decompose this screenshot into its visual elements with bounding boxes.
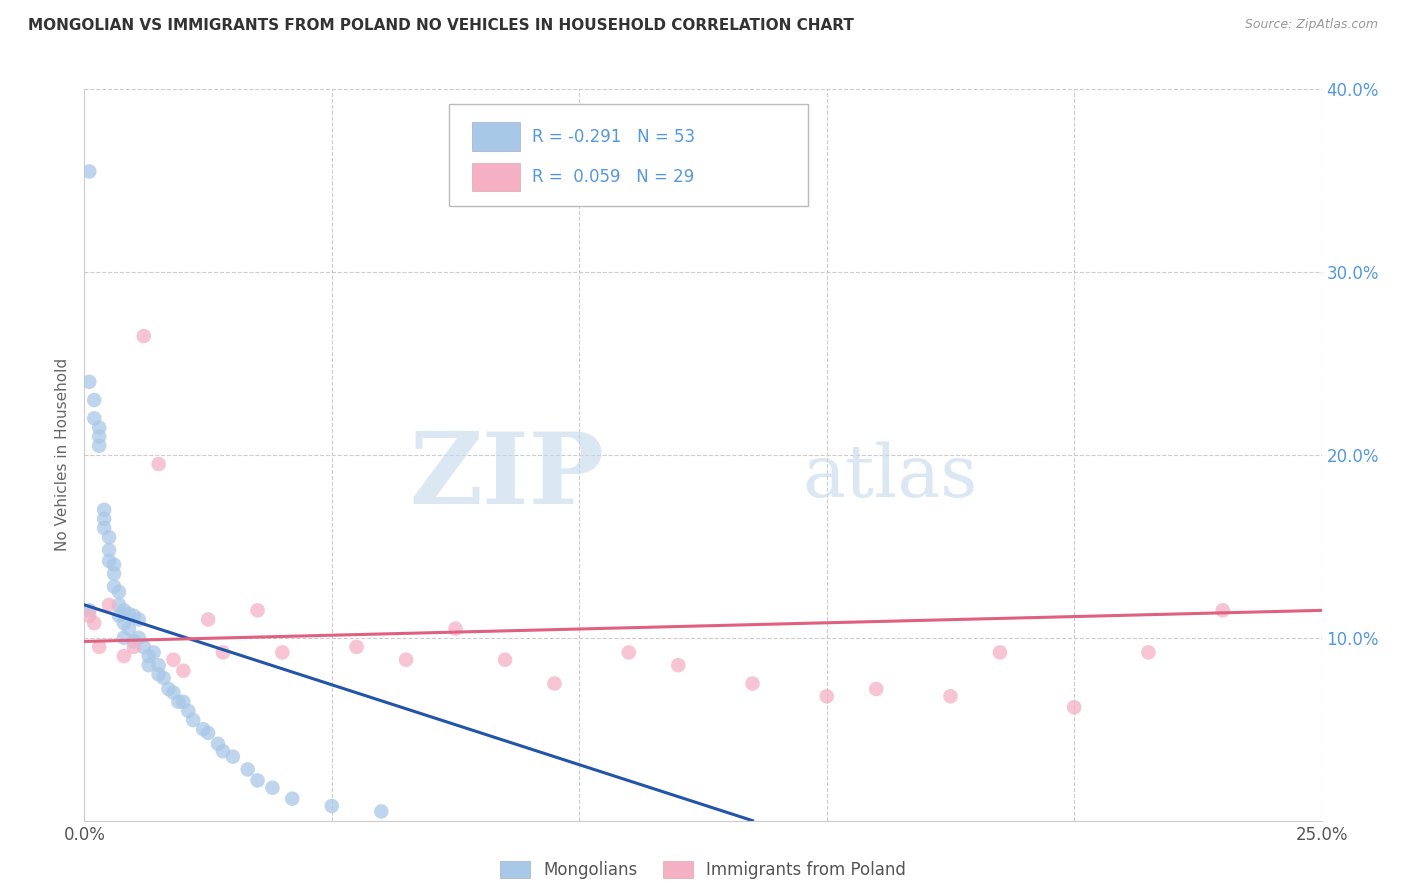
Point [83,392,105,407]
Point [222,749,245,764]
Point [138,649,160,664]
Point [167,695,190,709]
Point [112,616,135,631]
Point [617,645,640,659]
Point [543,676,565,690]
Point [138,658,160,673]
Point [98,554,121,568]
Point [988,645,1011,659]
Point [197,726,219,740]
Point [262,780,284,795]
Text: R = -0.291   N = 53: R = -0.291 N = 53 [533,128,696,145]
Point [89,439,111,453]
Point [108,598,131,612]
Point [112,603,135,617]
Point [108,608,131,623]
Point [132,640,155,654]
Point [132,329,155,343]
Point [246,603,269,617]
Point [370,805,392,819]
Point [122,640,145,654]
Point [128,613,150,627]
Point [98,598,121,612]
Point [103,566,125,581]
Point [666,658,689,673]
Point [103,558,125,572]
Point [83,616,105,631]
Point [93,512,115,526]
Point [162,685,184,699]
Point [98,530,121,544]
Point [89,420,111,434]
Point [83,411,105,425]
Point [103,580,125,594]
Point [271,645,294,659]
Point [152,671,174,685]
Point [444,622,467,636]
Point [281,791,304,805]
Point [108,585,131,599]
Point [815,690,838,704]
Point [157,681,180,696]
Point [395,653,418,667]
Point [142,645,165,659]
Point [79,164,101,178]
Text: atlas: atlas [801,442,977,512]
Point [246,773,269,788]
Point [162,653,184,667]
Point [212,645,235,659]
Text: MONGOLIAN VS IMMIGRANTS FROM POLAND NO VEHICLES IN HOUSEHOLD CORRELATION CHART: MONGOLIAN VS IMMIGRANTS FROM POLAND NO V… [28,18,853,33]
Point [865,681,887,696]
Point [148,667,170,681]
Point [79,603,101,617]
Text: Source: ZipAtlas.com: Source: ZipAtlas.com [1244,18,1378,31]
Point [118,622,141,636]
Point [89,430,111,444]
Point [93,502,115,516]
Text: R =  0.059   N = 29: R = 0.059 N = 29 [533,168,695,186]
Point [79,608,101,623]
Point [98,543,121,558]
Point [148,457,170,471]
Point [181,713,204,727]
Point [197,613,219,627]
Point [112,631,135,645]
Point [177,704,200,718]
Text: ZIP: ZIP [409,428,605,525]
Point [321,799,343,814]
Point [1212,603,1234,617]
Legend: Mongolians, Immigrants from Poland: Mongolians, Immigrants from Poland [494,854,912,886]
Point [741,676,763,690]
Point [236,763,259,777]
Point [207,737,229,751]
Y-axis label: No Vehicles in Household: No Vehicles in Household [55,359,70,551]
Point [494,653,516,667]
Point [1063,700,1085,714]
Point [148,658,170,673]
Point [172,664,194,678]
Point [93,521,115,535]
Point [89,640,111,654]
Point [346,640,368,654]
FancyBboxPatch shape [450,103,808,206]
Point [122,608,145,623]
Point [122,634,145,648]
Point [1137,645,1160,659]
FancyBboxPatch shape [471,122,520,151]
FancyBboxPatch shape [471,162,520,191]
Point [112,649,135,664]
Point [191,723,214,737]
Point [128,631,150,645]
Point [939,690,962,704]
Point [212,744,235,758]
Point [79,375,101,389]
Point [118,607,141,621]
Point [172,695,194,709]
